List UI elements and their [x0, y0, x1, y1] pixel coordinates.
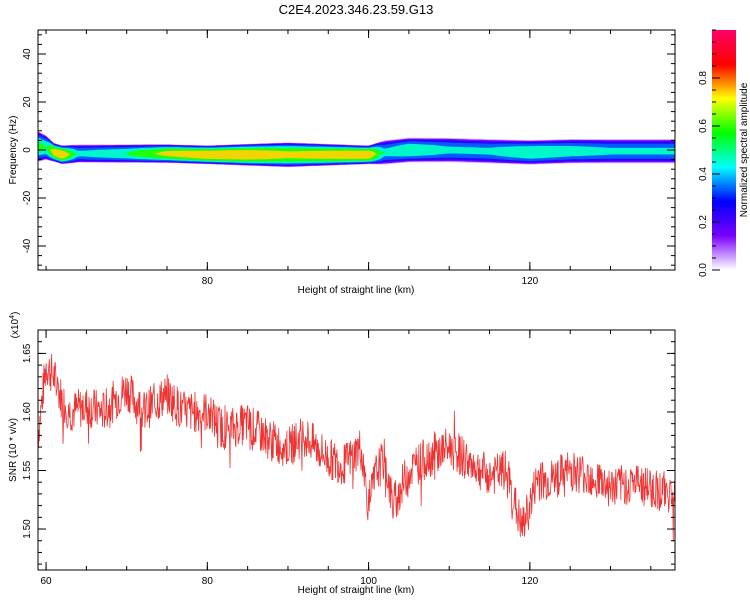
spectrogram-x-tick-label: 120 — [522, 276, 539, 287]
colorbar-tick-label: 0.6 — [698, 119, 709, 133]
colorbar-tick-label: 0.4 — [698, 167, 709, 181]
colorbar-axes: 0.0 0.2 0.4 0.6 0.8 — [698, 29, 720, 277]
spectrogram-y-axis-label: Frequency (Hz) — [8, 116, 19, 185]
snr-x-axis-label: Height of straight line (km) — [298, 585, 415, 596]
colorbar-label: Normalized spectral amplitude — [739, 82, 750, 217]
spectrogram-y-tick-label: 20 — [22, 96, 33, 108]
snr-y-scale-suffix: ) — [10, 312, 21, 315]
snr-y-tick-label: 1.50 — [22, 519, 33, 539]
snr-x-tick-label: 120 — [522, 576, 539, 587]
snr-y-scale-exponent: 4 — [9, 315, 16, 319]
snr-y-tick-label: 1.65 — [22, 343, 33, 363]
snr-y-axis-label: SNR (10 * v/v) — [8, 418, 19, 482]
spectrogram-x-tick-label: 80 — [202, 276, 214, 287]
spectrogram-y-tick-label: -40 — [22, 238, 33, 253]
spectrogram-x-axis-label: Height of straight line (km) — [298, 285, 415, 296]
figure-title: C2E4.2023.346.23.59.G13 — [279, 2, 434, 17]
snr-y-scale-label: (x104) — [9, 312, 21, 339]
spectrogram-y-tick-label: 40 — [22, 48, 33, 60]
snr-plot-area — [38, 354, 675, 542]
snr-y-scale-prefix: (x10 — [10, 318, 21, 338]
colorbar: 0.0 0.2 0.4 0.6 0.8 Normalized spectral ampl… — [698, 29, 750, 277]
spectrogram-y-tick-label: 0 — [22, 147, 33, 153]
colorbar-tick-label: 0.0 — [698, 263, 709, 277]
snr-x-tick-label: 100 — [360, 576, 377, 587]
spectrogram-y-tick-label: -20 — [22, 190, 33, 205]
snr-frame — [37, 329, 676, 571]
snr-y-tick-label: 1.55 — [22, 460, 33, 480]
spectrogram-axes: 80 120 -40 -20 0 20 40 — [22, 30, 675, 287]
snr-axes: 60 80 100 120 1.50 1.55 1.60 1.65 — [22, 329, 675, 587]
snr-y-tick-label: 1.60 — [22, 402, 33, 422]
colorbar-tick-label: 0.2 — [698, 215, 709, 229]
snr-x-tick-label: 60 — [41, 576, 53, 587]
spectrogram-contour-band — [38, 146, 675, 160]
snr-series-line — [38, 354, 675, 542]
colorbar-tick-label: 0.8 — [698, 71, 709, 85]
snr-panel: 60 80 100 120 1.50 1.55 1.60 1.65 Height of str… — [8, 312, 676, 596]
spectrogram-plot-area — [38, 131, 675, 168]
snr-x-tick-label: 80 — [202, 576, 214, 587]
spectrogram-panel: 80 120 -40 -20 0 20 40 Height of straight line… — [8, 29, 676, 296]
